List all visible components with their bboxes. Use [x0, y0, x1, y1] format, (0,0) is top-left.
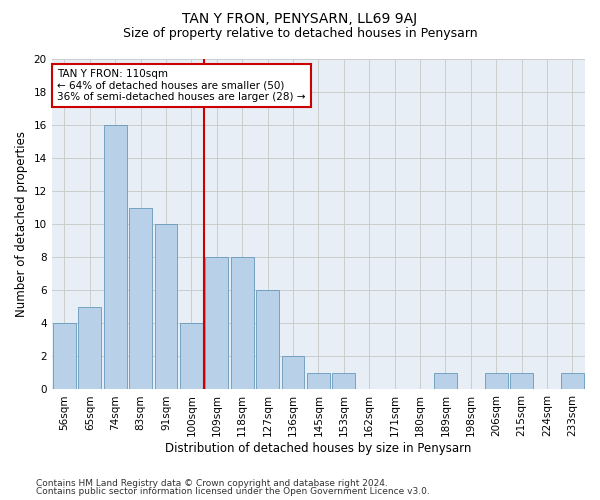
- Bar: [510, 373, 533, 390]
- Bar: [104, 125, 127, 390]
- Bar: [485, 373, 508, 390]
- Bar: [53, 324, 76, 390]
- Text: Contains public sector information licensed under the Open Government Licence v3: Contains public sector information licen…: [36, 487, 430, 496]
- Text: Size of property relative to detached houses in Penysarn: Size of property relative to detached ho…: [122, 28, 478, 40]
- Bar: [205, 258, 228, 390]
- Text: TAN Y FRON: 110sqm
← 64% of detached houses are smaller (50)
36% of semi-detache: TAN Y FRON: 110sqm ← 64% of detached hou…: [57, 69, 305, 102]
- Bar: [307, 373, 330, 390]
- Bar: [256, 290, 279, 390]
- Bar: [434, 373, 457, 390]
- X-axis label: Distribution of detached houses by size in Penysarn: Distribution of detached houses by size …: [165, 442, 472, 455]
- Bar: [129, 208, 152, 390]
- Bar: [155, 224, 178, 390]
- Bar: [180, 324, 203, 390]
- Bar: [281, 356, 304, 390]
- Bar: [231, 258, 254, 390]
- Text: TAN Y FRON, PENYSARN, LL69 9AJ: TAN Y FRON, PENYSARN, LL69 9AJ: [182, 12, 418, 26]
- Bar: [561, 373, 584, 390]
- Y-axis label: Number of detached properties: Number of detached properties: [15, 131, 28, 317]
- Bar: [79, 307, 101, 390]
- Bar: [332, 373, 355, 390]
- Text: Contains HM Land Registry data © Crown copyright and database right 2024.: Contains HM Land Registry data © Crown c…: [36, 478, 388, 488]
